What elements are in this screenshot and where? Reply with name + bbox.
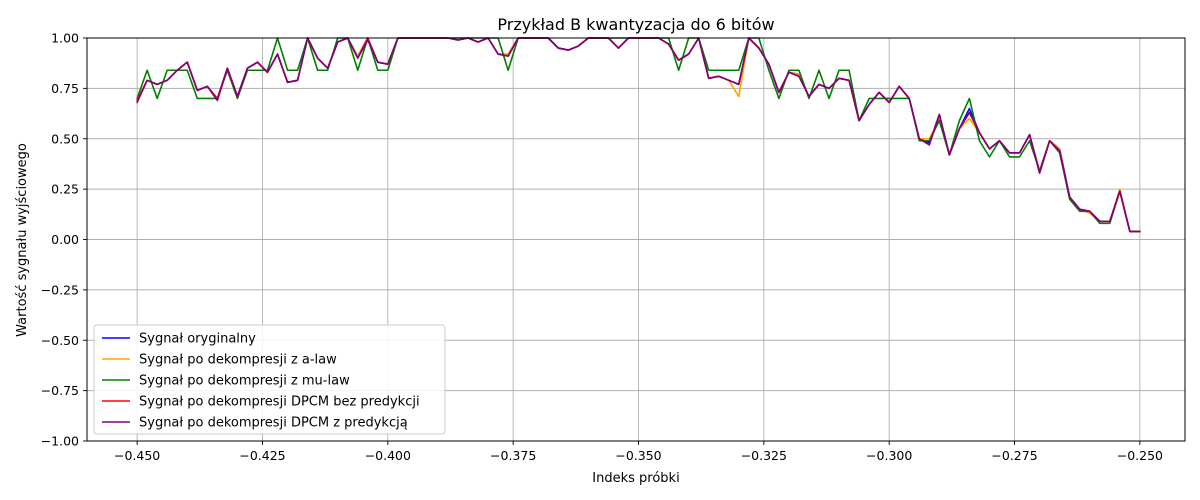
y-tick-label: −1.00 xyxy=(41,434,79,449)
y-tick-label: −0.50 xyxy=(41,333,79,348)
x-tick-label: −0.325 xyxy=(741,448,787,463)
y-axis-label: Wartość sygnału wyjściowego xyxy=(15,143,30,337)
y-tick-label: −0.75 xyxy=(41,383,79,398)
chart-title: Przykład B kwantyzacja do 6 bitów xyxy=(497,15,774,34)
legend-entry-label: Sygnał po dekompresji z a-law xyxy=(139,353,337,368)
legend-entry-label: Sygnał po dekompresji DPCM z predykcją xyxy=(139,416,408,431)
x-tick-label: −0.250 xyxy=(1117,448,1163,463)
x-tick-label: −0.350 xyxy=(615,448,661,463)
y-tick-label: 0.75 xyxy=(51,81,79,96)
x-tick-label: −0.375 xyxy=(490,448,536,463)
x-tick-label: −0.275 xyxy=(991,448,1037,463)
legend-box xyxy=(93,324,446,435)
x-axis-label: Indeks próbki xyxy=(592,471,679,486)
legend-entry-label: Sygnał oryginalny xyxy=(139,332,256,347)
legend: Sygnał oryginalny Sygnał po dekompresji z… xyxy=(93,324,446,435)
legend-entry-label: Sygnał po dekompresji DPCM bez predykcji xyxy=(139,395,420,410)
y-tick-label: −0.25 xyxy=(41,282,79,297)
y-tick-label: 0.50 xyxy=(51,131,79,146)
y-tick-label: 0.25 xyxy=(51,182,79,197)
x-tick-label: −0.450 xyxy=(114,448,160,463)
legend-entry-label: Sygnał po dekompresji z mu-law xyxy=(139,374,350,389)
y-axis: −1.00 −0.75 −0.50 −0.25 0.00 0.25 0.50 0.75 1.00 xyxy=(41,31,87,449)
x-tick-label: −0.400 xyxy=(365,448,411,463)
y-tick-label: 1.00 xyxy=(51,31,79,46)
y-tick-label: 0.00 xyxy=(51,232,79,247)
x-axis: −0.450 −0.425 −0.400 −0.375 −0.350 −0.325 −0.3… xyxy=(114,441,1163,463)
x-tick-label: −0.300 xyxy=(866,448,912,463)
x-tick-label: −0.425 xyxy=(239,448,285,463)
